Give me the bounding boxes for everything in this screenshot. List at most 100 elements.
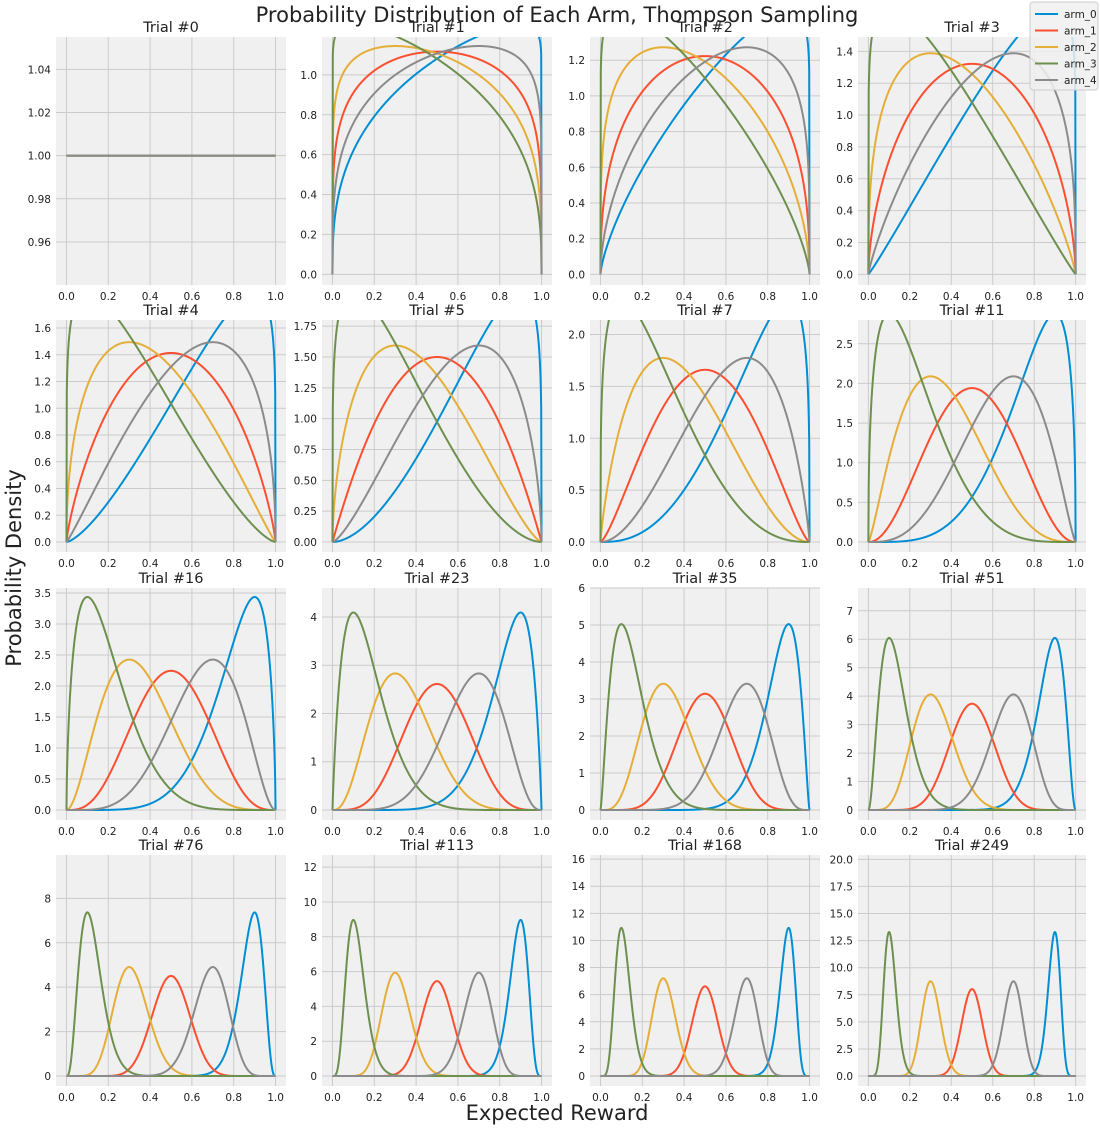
chart-title: Probability Distribution of Each Arm, Th… xyxy=(256,3,859,27)
x-tick-label: 0.6 xyxy=(184,826,201,838)
y-tick-label: 6 xyxy=(846,634,853,646)
y-tick-label: 0.0 xyxy=(34,805,51,817)
x-tick-label: 1.0 xyxy=(533,826,550,838)
x-tick-label: 0.0 xyxy=(324,291,341,303)
series-lines xyxy=(599,623,811,812)
series-line-arm_1 xyxy=(65,669,277,812)
x-tick-label: 1.0 xyxy=(267,558,284,570)
series-line-arm_3 xyxy=(867,636,1077,812)
legend-box xyxy=(1029,1,1099,91)
x-tick-label: 1.0 xyxy=(533,558,550,570)
x-tick-label: 0.8 xyxy=(759,1092,776,1104)
y-tick-label: 12 xyxy=(572,908,585,920)
panel-14: 0.0 0.2 0.4 0.6 0.8 1.0 0 2 4 6 8 10 12 14 16 Trial #16… xyxy=(572,838,820,1104)
series-lines xyxy=(867,320,1077,544)
panel-title: Trial #5 xyxy=(408,303,465,319)
x-tick-label: 0.6 xyxy=(718,291,735,303)
series-line-arm_3 xyxy=(331,37,543,275)
y-tick-label: 6 xyxy=(44,938,51,950)
x-tick-label: 0.8 xyxy=(759,291,776,303)
y-tick-label: 0 xyxy=(310,805,317,817)
panel-title: Trial #249 xyxy=(934,838,1009,854)
y-tick-label: 3 xyxy=(846,720,853,732)
x-tick-label: 0.4 xyxy=(943,558,960,570)
x-tick-label: 0.4 xyxy=(408,558,425,570)
y-tick-label: 0.6 xyxy=(836,174,853,186)
series-line-arm_4 xyxy=(331,45,543,275)
y-tick-label: 2.5 xyxy=(836,339,853,351)
x-tick-label: 0.4 xyxy=(943,291,960,303)
y-tick-label: 4 xyxy=(310,612,317,624)
series-lines xyxy=(65,596,277,812)
y-tick-label: 8 xyxy=(310,932,317,944)
y-tick-label: 6 xyxy=(578,990,585,1002)
y-tick-label: 0.0 xyxy=(836,537,853,549)
x-tick-label: 0.4 xyxy=(142,558,159,570)
y-tick-label: 5 xyxy=(578,620,585,632)
panel-title: Trial #51 xyxy=(939,571,1005,587)
x-tick-label: 0.6 xyxy=(984,291,1001,303)
x-tick-label: 0.4 xyxy=(408,1092,425,1104)
series-line-arm_4 xyxy=(867,980,1077,1078)
x-tick-label: 1.0 xyxy=(801,291,818,303)
y-tick-label: 0.2 xyxy=(836,237,853,249)
y-tick-label: 17.5 xyxy=(830,881,853,893)
panel-2: 0.0 0.2 0.4 0.6 0.8 1.0 0.0 0.2 0.4 0.6 0.8 1.0 1.2 T… xyxy=(568,20,820,303)
x-tick-label: 0.0 xyxy=(324,1092,341,1104)
y-tick-label: 1.0 xyxy=(836,458,853,470)
panel-title: Trial #76 xyxy=(138,838,204,854)
x-tick-label: 1.0 xyxy=(1067,558,1084,570)
x-tick-label: 0.2 xyxy=(901,558,918,570)
x-tick-label: 0.0 xyxy=(860,291,877,303)
x-tick-label: 1.0 xyxy=(533,1092,550,1104)
x-tick-label: 0.0 xyxy=(58,826,75,838)
panel-title: Trial #113 xyxy=(399,838,474,854)
series-line-arm_4 xyxy=(331,672,543,812)
x-tick-label: 0.0 xyxy=(58,291,75,303)
y-tick-label: 0 xyxy=(846,805,853,817)
plot-background xyxy=(56,320,286,552)
panel-title: Trial #1 xyxy=(408,20,465,36)
x-tick-label: 0.6 xyxy=(984,558,1001,570)
x-tick-label: 0.8 xyxy=(225,1092,242,1104)
y-tick-label: 1.0 xyxy=(568,91,585,103)
panel-title: Trial #4 xyxy=(142,303,199,319)
y-tick-label: 1.2 xyxy=(34,377,51,389)
x-tick-label: 1.0 xyxy=(267,826,284,838)
y-tick-label: 0.6 xyxy=(300,150,317,162)
series-line-arm_4 xyxy=(599,682,811,812)
panel-12: 0.0 0.2 0.4 0.6 0.8 1.0 0 2 4 6 8 Trial #76 xyxy=(44,838,286,1104)
series-line-arm_3 xyxy=(65,320,277,544)
panel-title: Trial #3 xyxy=(943,20,1000,36)
plot-background xyxy=(590,855,820,1086)
x-tick-label: 0.0 xyxy=(592,1092,609,1104)
x-tick-label: 0.6 xyxy=(184,291,201,303)
x-tick-label: 0.4 xyxy=(408,826,425,838)
y-tick-label: 0.98 xyxy=(28,194,51,206)
y-tick-label: 1.0 xyxy=(300,70,317,82)
y-tick-label: 2 xyxy=(44,1027,51,1039)
y-tick-label: 7.5 xyxy=(836,990,853,1002)
series-lines xyxy=(599,37,811,275)
panel-13: 0.0 0.2 0.4 0.6 0.8 1.0 0 2 4 6 8 10 12 Trial #113 xyxy=(304,838,552,1104)
y-tick-label: 3.5 xyxy=(34,588,51,600)
y-tick-label: 1.5 xyxy=(34,712,51,724)
x-tick-label: 0.6 xyxy=(450,826,467,838)
y-tick-label: 1.5 xyxy=(836,418,853,430)
panel-4: 0.0 0.2 0.4 0.6 0.8 1.0 0.0 0.2 0.4 0.6 0.8 1.0 1.2 1… xyxy=(34,303,286,570)
x-tick-label: 0.0 xyxy=(592,558,609,570)
series-line-arm_4 xyxy=(65,341,277,543)
x-tick-label: 0.0 xyxy=(592,826,609,838)
y-tick-label: 4 xyxy=(578,657,585,669)
y-tick-label: 0.0 xyxy=(836,1071,853,1083)
y-tick-label: 1 xyxy=(578,768,585,780)
y-tick-label: 1.0 xyxy=(836,110,853,122)
y-tick-label: 1 xyxy=(846,777,853,789)
y-tick-label: 1.75 xyxy=(294,321,317,333)
x-tick-label: 1.0 xyxy=(267,291,284,303)
y-tick-label: 10.0 xyxy=(830,963,853,975)
y-tick-label: 1.00 xyxy=(28,151,51,163)
y-tick-label: 0 xyxy=(44,1071,51,1083)
plot-background xyxy=(56,855,286,1086)
y-tick-label: 1.0 xyxy=(568,433,585,445)
